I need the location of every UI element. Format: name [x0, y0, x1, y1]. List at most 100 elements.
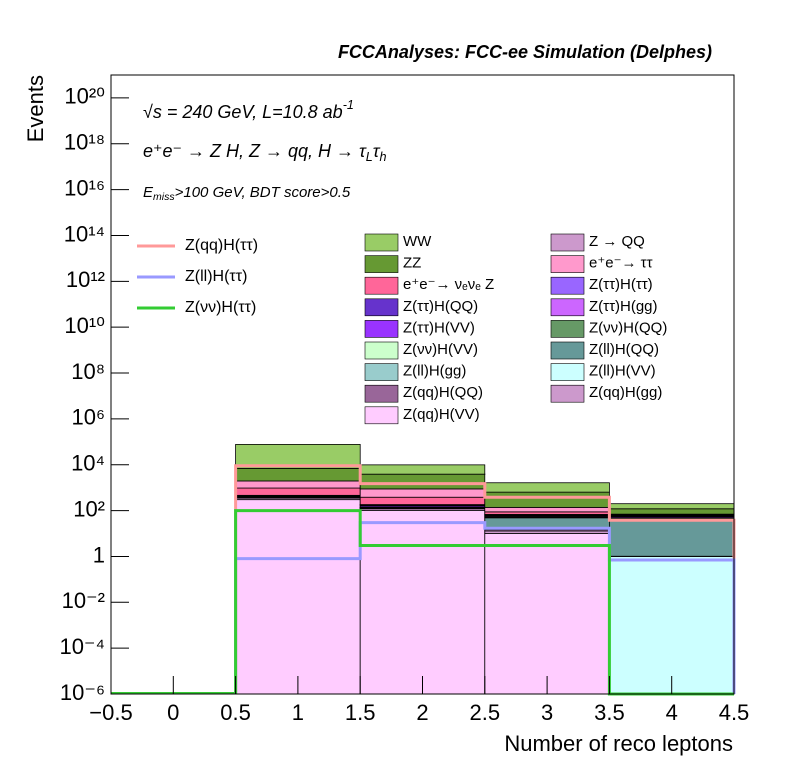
legend-label: Z → QQ	[589, 233, 645, 250]
legend-swatch	[364, 384, 399, 403]
y-tick-label: 10⁻⁴	[59, 634, 105, 659]
legend-label: Z(ττ)H(ττ)	[589, 276, 653, 293]
legend-swatch	[364, 298, 399, 317]
legend-swatch	[550, 255, 585, 273]
histogram-bar	[609, 556, 735, 695]
x-tick-label: 1.5	[345, 700, 376, 725]
histogram-bar	[359, 488, 486, 498]
legend-swatch	[550, 341, 585, 360]
legend-swatch	[550, 363, 585, 381]
annotation-part: √s = 240 GeV, L=10.8 ab	[143, 102, 343, 122]
x-tick-label: 0.5	[220, 700, 251, 725]
legend-swatch	[550, 320, 585, 338]
y-tick-label: 10⁻²	[62, 588, 105, 613]
histogram-bar	[484, 482, 610, 493]
legend-swatch	[364, 341, 399, 360]
y-tick-label: 1	[93, 542, 105, 567]
y-tick-label: 10¹⁰	[64, 313, 105, 338]
legend-swatch	[364, 406, 399, 425]
annotation-part: -1	[343, 98, 354, 112]
legend-swatch	[364, 255, 399, 273]
histogram-bar	[359, 510, 486, 695]
legend-label: Z(qq)H(ττ)	[185, 237, 258, 254]
legend-label: e⁺e⁻→ ττ	[589, 255, 653, 272]
legend-swatch	[550, 298, 585, 317]
y-tick-label: 10²	[73, 496, 105, 521]
legend-label: Z(ττ)H(QQ)	[403, 298, 478, 315]
annotation-part: τ	[373, 141, 381, 161]
y-tick-label: 10⁴	[71, 451, 105, 476]
legend-swatch	[550, 384, 585, 403]
signal-line	[234, 464, 736, 694]
legend-label: ZZ	[403, 255, 421, 272]
legend-swatch	[550, 233, 585, 252]
legend-label: WW	[403, 233, 432, 250]
legend-label: Z(ll)H(ττ)	[185, 268, 247, 285]
legend-label: Z(ll)H(VV)	[589, 363, 656, 380]
histogram-bar	[484, 491, 610, 508]
annotation: √s = 240 GeV, L=10.8 ab-1	[143, 98, 354, 122]
legend-label: Z(ττ)H(gg)	[589, 298, 658, 315]
y-tick-label: 10⁶	[71, 405, 105, 430]
annotation-part: >100 GeV, BDT score>0.5	[175, 184, 351, 201]
x-tick-label: 2.5	[470, 700, 501, 725]
signal-line	[234, 521, 736, 694]
histogram-bar	[235, 480, 361, 489]
histogram-bar	[484, 506, 610, 513]
x-tick-label: 3.5	[594, 700, 625, 725]
x-tick-label: 4.5	[719, 700, 750, 725]
y-tick-label: 10⁸	[71, 359, 105, 384]
legend-label: e⁺e⁻→ νₑνₑ Z	[403, 276, 494, 293]
annotation-part: L	[366, 150, 373, 164]
y-tick-label: 10¹²	[66, 267, 105, 292]
legend-label: Z(qq)H(gg)	[589, 384, 662, 401]
legend-swatch	[364, 320, 399, 338]
histogram-bar	[235, 467, 361, 482]
y-tick-label: 10¹⁴	[64, 221, 105, 246]
histogram-bar	[359, 473, 486, 490]
legend-swatch	[364, 233, 399, 252]
signal-line	[234, 509, 734, 696]
legend-swatch	[550, 276, 585, 295]
histogram-bar	[484, 533, 610, 695]
y-tick-label: 10¹⁸	[64, 130, 105, 155]
y-tick-label: 10⁻⁶	[60, 680, 105, 705]
legend-label: Z(νν)H(ττ)	[185, 299, 256, 316]
y-tick-label: 10²⁰	[64, 84, 105, 109]
x-tick-label: 3	[541, 700, 553, 725]
x-axis-label: Number of reco leptons	[504, 731, 733, 756]
legend-label: Z(νν)H(VV)	[403, 341, 478, 358]
annotation: Emiss>100 GeV, BDT score>0.5	[143, 184, 351, 203]
legend-label: Z(qq)H(VV)	[403, 406, 480, 423]
chart-title: FCCAnalyses: FCC-ee Simulation (Delphes)	[338, 42, 712, 62]
histogram-bar	[359, 464, 486, 475]
histogram-bar	[609, 503, 735, 510]
x-tick-label: 4	[666, 700, 678, 725]
histogram-bar	[235, 444, 361, 469]
x-tick-label: 1	[292, 700, 304, 725]
annotation-part: E	[143, 184, 154, 201]
y-tick-label: 10¹⁶	[64, 175, 105, 200]
legend-label: Z(νν)H(QQ)	[589, 319, 667, 336]
x-tick-label: 0	[167, 700, 179, 725]
legend-swatch	[364, 363, 399, 381]
annotation-part: h	[380, 150, 387, 164]
x-tick-label: 2	[416, 700, 428, 725]
legend-label: Z(ττ)H(VV)	[403, 319, 475, 336]
histogram-bar	[609, 508, 735, 515]
legend-swatch	[364, 276, 399, 295]
legend-label: Z(ll)H(gg)	[403, 363, 466, 380]
x-tick-label: −0.5	[89, 700, 132, 725]
annotation-part: e⁺e⁻ → Z H, Z → qq, H → τ	[143, 141, 367, 161]
histogram-bar	[359, 496, 486, 505]
histogram-bar	[609, 519, 735, 557]
y-axis-label: Events	[23, 75, 48, 142]
legend-label: Z(ll)H(QQ)	[589, 341, 659, 358]
histogram-bar	[235, 499, 361, 695]
histogram-bar	[484, 517, 610, 528]
annotation-part: miss	[153, 191, 175, 203]
annotation: e⁺e⁻ → Z H, Z → qq, H → τLτh	[143, 141, 387, 164]
legend-label: Z(qq)H(QQ)	[403, 384, 483, 401]
histogram-bar	[235, 487, 361, 496]
